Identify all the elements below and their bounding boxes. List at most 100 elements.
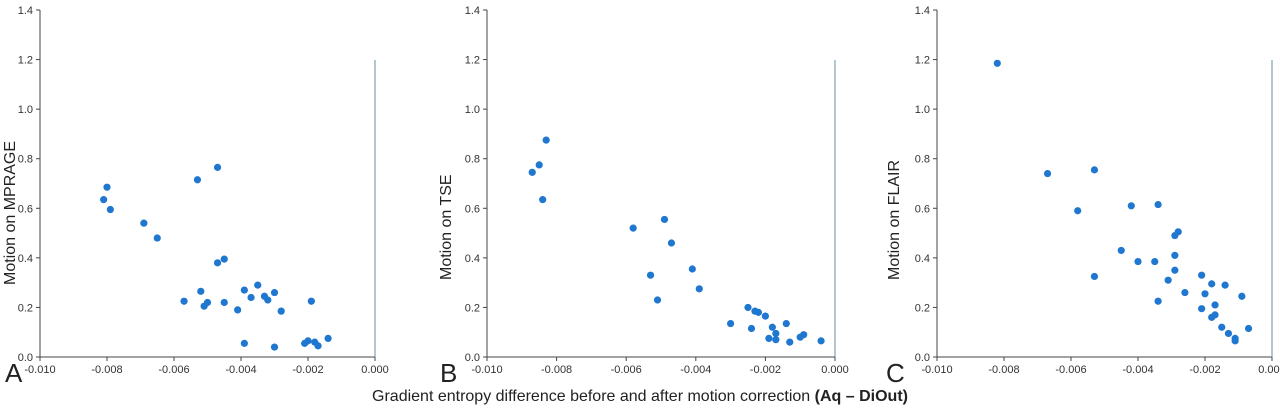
data-point <box>800 331 808 339</box>
data-point <box>528 168 536 176</box>
panel-a: Motion on MPRAGE A 0.0 0.2 0.4 0.6 0.8 1.0 1.2… <box>0 0 420 388</box>
data-point <box>817 337 825 345</box>
data-point <box>140 219 148 227</box>
data-point <box>761 312 769 320</box>
y-tick-label: 0.4 <box>18 253 33 265</box>
data-point <box>1244 324 1253 333</box>
data-point <box>180 297 188 305</box>
data-point <box>193 176 202 184</box>
data-point <box>765 334 773 343</box>
x-tick-label: 0.000 <box>361 364 389 376</box>
y-tick-label: 0.0 <box>465 352 480 364</box>
x-tick-label: -0.002 <box>750 364 781 376</box>
data-point <box>1074 207 1082 215</box>
data-point <box>270 343 279 351</box>
data-point <box>688 265 696 273</box>
y-tick-label: 1.0 <box>18 104 33 116</box>
data-point <box>240 286 248 294</box>
panel-letter: A <box>5 358 23 388</box>
x-tick-label: 0.000 <box>821 364 849 376</box>
data-point <box>1117 246 1125 255</box>
x-tick-label: -0.002 <box>1189 364 1220 376</box>
x-tick-label: -0.008 <box>541 364 572 376</box>
data-point <box>1231 337 1239 345</box>
x-tick-label: 0.000 <box>1258 364 1280 376</box>
data-point <box>314 342 322 350</box>
data-point <box>1211 301 1219 309</box>
data-point <box>270 288 279 297</box>
y-tick-label: 0.2 <box>18 302 33 314</box>
data-point <box>1208 280 1216 288</box>
data-point <box>1090 166 1099 174</box>
y-tick-label: 1.4 <box>18 5 33 17</box>
data-point <box>1211 311 1219 319</box>
data-point <box>203 298 212 307</box>
y-tick-label: 0.4 <box>465 253 480 265</box>
data-point <box>307 297 315 305</box>
data-point <box>220 255 228 263</box>
data-point <box>247 293 255 302</box>
data-point <box>1201 290 1209 298</box>
data-point <box>747 324 756 333</box>
y-tick-label: 1.2 <box>465 55 480 67</box>
x-tick-label: -0.004 <box>680 364 711 376</box>
y-tick-label: 0.6 <box>465 203 480 215</box>
data-point <box>772 329 780 338</box>
data-point <box>1198 271 1206 279</box>
x-axis-label-bold: (Aq – DiOut) <box>814 388 908 405</box>
data-point <box>103 183 111 191</box>
data-point <box>1043 169 1052 178</box>
x-tick-label: -0.010 <box>921 364 952 376</box>
data-point <box>786 338 794 346</box>
x-tick-label: -0.006 <box>611 364 642 376</box>
data-point <box>1171 266 1179 274</box>
data-point <box>264 296 272 304</box>
data-point <box>993 59 1001 67</box>
data-point <box>254 281 262 289</box>
x-tick-label: -0.010 <box>471 364 502 376</box>
y-tick-label: 1.2 <box>915 55 930 67</box>
y-tick-label: 0.6 <box>915 203 930 215</box>
data-point <box>240 339 248 347</box>
data-point <box>1134 257 1142 266</box>
data-point <box>1151 257 1159 266</box>
data-point <box>1171 251 1179 259</box>
y-tick-label: 1.0 <box>915 104 930 116</box>
data-point <box>1221 281 1229 289</box>
x-tick-label: -0.008 <box>91 364 122 376</box>
data-point <box>667 239 676 247</box>
x-tick-label: -0.010 <box>24 364 55 376</box>
x-tick-label: -0.006 <box>158 364 189 376</box>
data-point <box>1238 292 1246 300</box>
scatter-plot-a: 0.0 0.2 0.4 0.6 0.8 1.0 1.2 1.4 -0.010 -0.008 -0.0… <box>18 5 389 376</box>
y-tick-label: 0.2 <box>465 302 480 314</box>
data-point <box>213 163 222 171</box>
y-tick-label: 1.4 <box>465 5 480 17</box>
x-axis-label-main: Gradient entropy difference before and a… <box>372 388 811 405</box>
data-point <box>234 306 242 314</box>
panel-letter: C <box>886 358 905 388</box>
data-point <box>197 287 205 295</box>
y-tick-label: 0.2 <box>915 302 930 314</box>
data-point <box>277 307 285 315</box>
data-point <box>1154 297 1162 305</box>
data-point <box>1218 323 1226 331</box>
x-tick-label: -0.008 <box>988 364 1019 376</box>
data-point <box>542 136 550 144</box>
data-point <box>1224 329 1233 338</box>
data-point <box>629 224 637 232</box>
data-point <box>768 323 776 331</box>
data-point <box>539 196 547 204</box>
data-point <box>1174 228 1182 236</box>
data-point <box>213 259 222 267</box>
data-point <box>535 161 543 169</box>
data-point <box>1181 288 1189 297</box>
data-point <box>304 337 312 345</box>
data-point <box>695 285 703 293</box>
panel-c: Motion on FLAIR C 0.0 0.2 0.4 0.6 0.8 1.0 1.2 1… <box>860 0 1280 388</box>
scatter-plot-b: 0.0 0.2 0.4 0.6 0.8 1.0 1.2 1.4 -0.010 -0.008 -0.0… <box>465 5 849 376</box>
x-tick-label: -0.004 <box>1122 364 1153 376</box>
y-tick-label: 0.0 <box>915 352 930 364</box>
scatter-plot-c: 0.0 0.2 0.4 0.6 0.8 1.0 1.2 1.4 -0.010 -0.008 -0.0… <box>915 5 1280 376</box>
